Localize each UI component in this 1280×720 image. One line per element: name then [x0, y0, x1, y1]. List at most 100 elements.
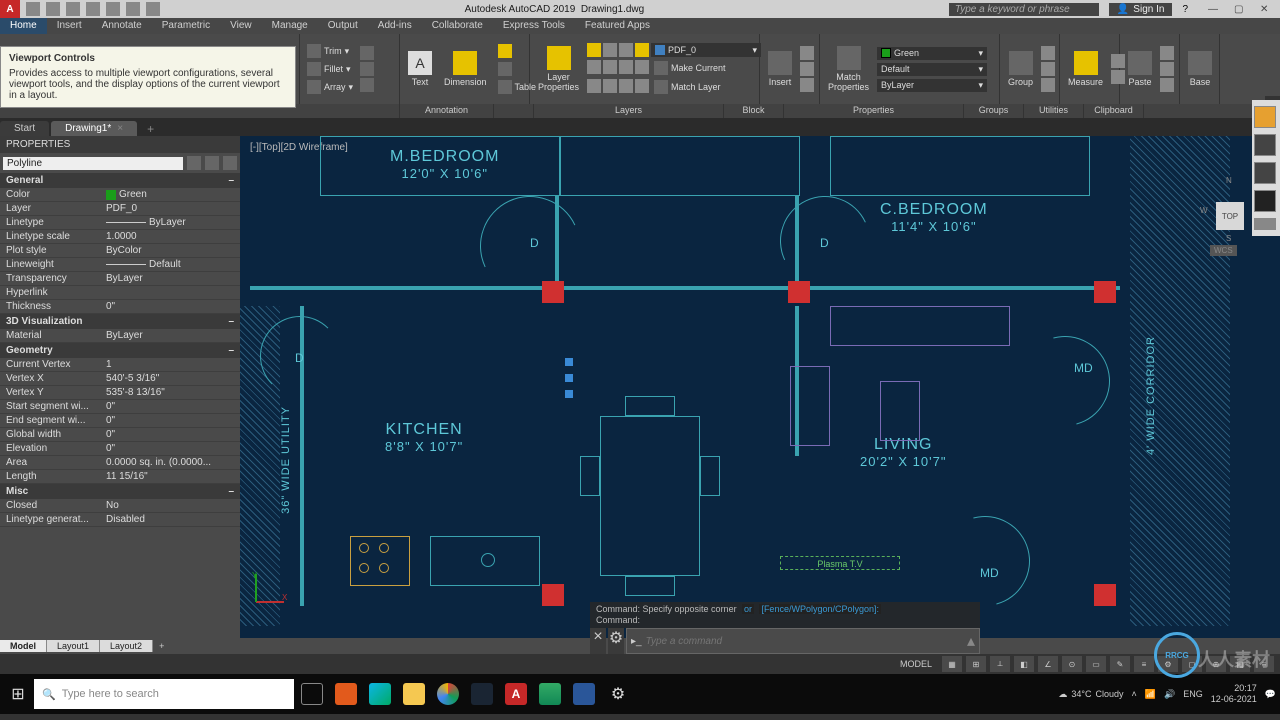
dimension-button[interactable]: Dimension: [440, 49, 491, 89]
qat-icon[interactable]: [126, 2, 140, 16]
rt-icon[interactable]: [1254, 218, 1276, 230]
block-icon[interactable]: [800, 46, 814, 60]
section-3dviz[interactable]: 3D Visualization–: [0, 314, 240, 329]
status-btn[interactable]: ▭: [1086, 656, 1106, 672]
word-icon[interactable]: [568, 678, 600, 710]
help-icon[interactable]: ?: [1182, 4, 1188, 15]
add-layout-button[interactable]: +: [153, 640, 170, 652]
weather-widget[interactable]: ☁ 34°C Cloudy: [1058, 689, 1123, 700]
tab-view[interactable]: View: [220, 18, 262, 34]
tab-expresstools[interactable]: Express Tools: [493, 18, 575, 34]
minimize-button[interactable]: —: [1208, 4, 1220, 15]
tab-featuredapps[interactable]: Featured Apps: [575, 18, 660, 34]
tab-parametric[interactable]: Parametric: [152, 18, 220, 34]
taskbar-search[interactable]: 🔍 Type here to search: [34, 679, 294, 709]
qat-icon[interactable]: [46, 2, 60, 16]
make-current-button[interactable]: Make Current: [651, 60, 729, 76]
edge-icon[interactable]: [364, 678, 396, 710]
layer-icon[interactable]: [635, 79, 649, 93]
linetype-dropdown[interactable]: ByLayer▾: [877, 79, 987, 92]
group-button[interactable]: Group: [1004, 49, 1037, 89]
modify-icon[interactable]: [360, 62, 374, 76]
qat-icon[interactable]: [26, 2, 40, 16]
keyword-search[interactable]: Type a keyword or phrase: [949, 3, 1099, 16]
taskview-icon[interactable]: [296, 678, 328, 710]
text-button[interactable]: AText: [404, 49, 436, 89]
group-icon[interactable]: [1041, 46, 1055, 60]
signin-button[interactable]: 👤 Sign In: [1109, 3, 1173, 16]
tab-insert[interactable]: Insert: [47, 18, 92, 34]
app-icon[interactable]: [466, 678, 498, 710]
base-button[interactable]: Base: [1184, 49, 1216, 89]
layer-icon[interactable]: [635, 60, 649, 74]
autocad-icon[interactable]: A: [500, 678, 532, 710]
rt-icon[interactable]: [1254, 190, 1276, 212]
status-btn[interactable]: ▦: [942, 656, 962, 672]
cmd-dropdown-icon[interactable]: ▴: [967, 631, 975, 651]
group-icon[interactable]: [1041, 62, 1055, 76]
grip[interactable]: [565, 390, 573, 398]
tab-drawing1[interactable]: Drawing1*×: [51, 121, 137, 136]
wifi-icon[interactable]: 📶: [1145, 689, 1156, 700]
rt-icon[interactable]: [1254, 106, 1276, 128]
app-icon[interactable]: [330, 678, 362, 710]
status-btn[interactable]: ✎: [1110, 656, 1130, 672]
lang-indicator[interactable]: ENG: [1183, 689, 1203, 699]
block-icon[interactable]: [800, 78, 814, 92]
layer-icon[interactable]: [619, 43, 633, 57]
tab-collaborate[interactable]: Collaborate: [422, 18, 493, 34]
model-toggle[interactable]: MODEL: [894, 659, 938, 669]
close-tab-icon[interactable]: ×: [117, 123, 123, 134]
status-btn[interactable]: ≡: [1134, 656, 1154, 672]
status-btn[interactable]: ⊕: [1206, 656, 1226, 672]
status-btn[interactable]: ⊞: [966, 656, 986, 672]
pick-icon[interactable]: [205, 156, 219, 170]
layer-icon[interactable]: [603, 60, 617, 74]
qat-icon[interactable]: [106, 2, 120, 16]
clip-icon[interactable]: [1160, 46, 1174, 60]
qat-icon[interactable]: [146, 2, 160, 16]
clock[interactable]: 20:17 12-06-2021: [1211, 683, 1257, 705]
tab-manage[interactable]: Manage: [262, 18, 318, 34]
start-button[interactable]: ⊞: [4, 680, 32, 708]
layer-icon[interactable]: [587, 60, 601, 74]
close-button[interactable]: ✕: [1260, 4, 1272, 15]
rt-icon[interactable]: [1254, 134, 1276, 156]
layer-icon[interactable]: [603, 43, 617, 57]
cmd-options-icon[interactable]: ⚙: [608, 628, 624, 654]
layer-icon[interactable]: [635, 43, 649, 57]
tab-output[interactable]: Output: [318, 18, 368, 34]
modify-icon[interactable]: [360, 78, 374, 92]
modify-icon[interactable]: [360, 46, 374, 60]
layer-icon[interactable]: [619, 79, 633, 93]
tab-start[interactable]: Start: [0, 121, 49, 136]
tray-chevron-icon[interactable]: ˄: [1132, 689, 1137, 699]
tab-annotate[interactable]: Annotate: [92, 18, 152, 34]
layer-dropdown[interactable]: PDF_0▾: [651, 43, 761, 57]
lineweight-dropdown[interactable]: Default▾: [877, 63, 987, 76]
status-btn[interactable]: ⊙: [1062, 656, 1082, 672]
view-cube[interactable]: N W E S TOP WCS: [1200, 176, 1260, 256]
layer-icon[interactable]: [587, 79, 601, 93]
qat-icon[interactable]: [66, 2, 80, 16]
tab-addins[interactable]: Add-ins: [368, 18, 422, 34]
section-misc[interactable]: Misc–: [0, 484, 240, 499]
volume-icon[interactable]: 🔊: [1164, 689, 1175, 700]
tab-layout1[interactable]: Layout1: [47, 640, 100, 652]
chrome-icon[interactable]: [432, 678, 464, 710]
object-type-dropdown[interactable]: Polyline: [3, 157, 183, 170]
layer-icon[interactable]: [587, 43, 601, 57]
trim-button[interactable]: Trim ▾: [304, 43, 356, 59]
section-general[interactable]: General–: [0, 173, 240, 188]
match-properties-button[interactable]: Match Properties: [824, 44, 873, 94]
add-tab-button[interactable]: +: [139, 122, 162, 136]
layer-icon[interactable]: [603, 79, 617, 93]
app-logo[interactable]: A: [0, 0, 20, 18]
block-icon[interactable]: [800, 62, 814, 76]
status-btn[interactable]: ⟂: [990, 656, 1010, 672]
quick-calc-icon[interactable]: [223, 156, 237, 170]
array-button[interactable]: Array ▾: [304, 79, 356, 95]
measure-button[interactable]: Measure: [1064, 49, 1107, 89]
settings-icon[interactable]: ⚙: [602, 678, 634, 710]
close-cmd-icon[interactable]: ×: [590, 628, 606, 654]
